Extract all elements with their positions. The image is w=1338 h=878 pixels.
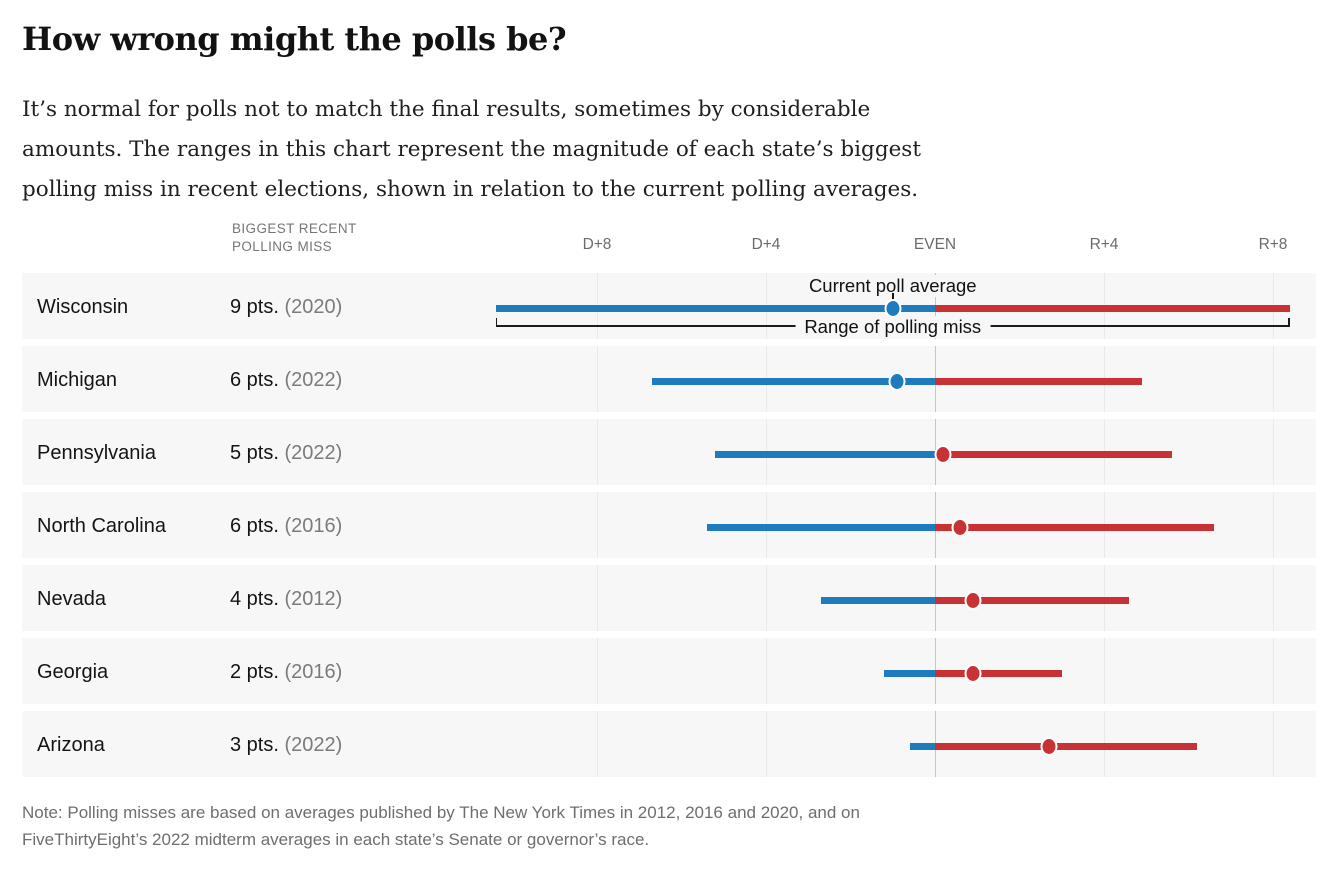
poll-average-dot (1040, 737, 1058, 756)
miss-year: (2016) (284, 661, 343, 683)
miss-year: (2020) (284, 296, 343, 318)
republican-range-bar (935, 451, 1172, 458)
republican-range-bar (935, 597, 1130, 604)
polling-miss-label: 3 pts. (2022) (230, 711, 342, 777)
description-line: polling miss in recent elections, shown … (22, 177, 919, 202)
gridline (766, 638, 767, 704)
democrat-range-bar (495, 305, 935, 312)
miss-points: 3 pts. (230, 734, 279, 756)
source-note-line: Note: Polling misses are based on averag… (22, 803, 860, 822)
miss-year: (2022) (284, 442, 343, 464)
polling-miss-label: 6 pts. (2022) (230, 346, 342, 412)
source-note-line: FiveThirtyEight’s 2022 midterm averages … (22, 830, 650, 849)
gridline (597, 565, 598, 631)
miss-year: (2012) (284, 588, 343, 610)
republican-range-bar (935, 378, 1143, 385)
republican-range-bar (935, 670, 1062, 677)
democrat-range-bar (651, 378, 935, 385)
gridline (597, 638, 598, 704)
state-name-label: Georgia (37, 661, 109, 683)
gridline (1273, 419, 1274, 485)
democrat-range-bar (909, 743, 935, 750)
gridline (1273, 711, 1274, 777)
democrat-range-bar (820, 597, 935, 604)
polling-miss-label: 2 pts. (2016) (230, 638, 342, 704)
gridline (1104, 638, 1105, 704)
range-bracket-left-tick (495, 317, 498, 327)
page-title: How wrong might the polls be? (22, 20, 567, 58)
state-name-label: Nevada (37, 588, 106, 610)
axis-tick-label: D+8 (582, 236, 612, 253)
gridline (766, 565, 767, 631)
axis-tick-label: R+8 (1258, 236, 1288, 253)
miss-year: (2022) (284, 734, 343, 756)
poll-average-dot (951, 518, 969, 537)
gridline (597, 492, 598, 558)
annotation-connector-line (892, 293, 894, 301)
axis-tick-label: EVEN (913, 236, 957, 253)
state-row: Pennsylvania 5 pts. (2022) (22, 419, 1316, 485)
range-annotation: Range of polling miss (795, 316, 991, 338)
state-name-label: Wisconsin (37, 296, 129, 318)
miss-year: (2022) (284, 369, 343, 391)
polling-miss-label: 4 pts. (2012) (230, 565, 342, 631)
source-note: Note: Polling misses are based on averag… (22, 799, 860, 853)
polling-miss-label: 5 pts. (2022) (230, 419, 342, 485)
democrat-range-bar (884, 670, 935, 677)
gridline (597, 711, 598, 777)
state-row: Nevada 4 pts. (2012) (22, 565, 1316, 631)
axis-tick-label: D+4 (751, 236, 781, 253)
state-row: Georgia 2 pts. (2016) (22, 638, 1316, 704)
miss-points: 2 pts. (230, 661, 279, 683)
gridline (766, 711, 767, 777)
gridline (1273, 492, 1274, 558)
republican-range-bar (935, 743, 1197, 750)
description-line: It’s normal for polls not to match the f… (22, 97, 871, 122)
miss-year: (2016) (284, 515, 343, 537)
range-bracket-right-tick (1288, 317, 1290, 327)
column-header-biggest-miss: BIGGEST RECENT POLLING MISS (232, 221, 357, 254)
polling-miss-label: 6 pts. (2016) (230, 492, 342, 558)
gridline (1273, 638, 1274, 704)
poll-average-dot (964, 591, 982, 610)
gridline (1273, 565, 1274, 631)
state-name-label: Pennsylvania (37, 442, 156, 464)
state-name-label: North Carolina (37, 515, 166, 537)
gridline (597, 419, 598, 485)
state-row: Michigan 6 pts. (2022) (22, 346, 1316, 412)
chart-description: It’s normal for polls not to match the f… (22, 90, 921, 210)
description-line: amounts. The ranges in this chart repres… (22, 137, 921, 162)
miss-points: 6 pts. (230, 369, 279, 391)
gridline (1273, 346, 1274, 412)
state-row: Wisconsin 9 pts. (2020) Current poll ave… (22, 273, 1316, 339)
miss-points: 4 pts. (230, 588, 279, 610)
state-row: North Carolina 6 pts. (2016) (22, 492, 1316, 558)
state-name-label: Arizona (37, 734, 105, 756)
state-name-label: Michigan (37, 369, 118, 391)
gridline (597, 346, 598, 412)
poll-average-dot (884, 299, 902, 318)
polling-miss-label: 9 pts. (2020) (230, 273, 342, 339)
poll-average-dot (888, 372, 906, 391)
democrat-range-bar (715, 451, 935, 458)
miss-points: 5 pts. (230, 442, 279, 464)
poll-average-dot (964, 664, 982, 683)
democrat-range-bar (706, 524, 935, 531)
miss-points: 9 pts. (230, 296, 279, 318)
poll-average-annotation: Current poll average (802, 275, 983, 297)
poll-average-dot (934, 445, 952, 464)
republican-range-bar (935, 305, 1290, 312)
miss-points: 6 pts. (230, 515, 279, 537)
axis-tick-label: R+4 (1089, 236, 1119, 253)
state-row: Arizona 3 pts. (2022) (22, 711, 1316, 777)
republican-range-bar (935, 524, 1214, 531)
